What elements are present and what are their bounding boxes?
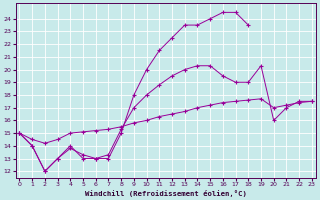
X-axis label: Windchill (Refroidissement éolien,°C): Windchill (Refroidissement éolien,°C)	[85, 190, 247, 197]
